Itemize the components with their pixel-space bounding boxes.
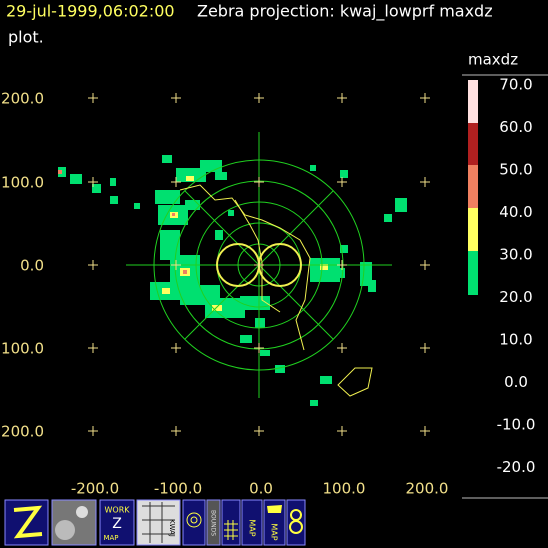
kwaj-icon[interactable]: KWAJ — [136, 499, 181, 546]
toolbar-label: KWAJ — [168, 519, 176, 537]
grid-icon[interactable] — [221, 499, 241, 546]
colorbar-tick-label: 0.0 — [504, 373, 528, 391]
y-axis-label: 200.0 — [1, 90, 44, 108]
work-map-icon[interactable]: WORK Z MAP — [99, 499, 135, 546]
colorbar-tick-label: 40.0 — [499, 203, 532, 221]
axis-labels: -200.0 -100.0 0.0 100.0 200.0 200.0 100.0 0.0 10… — [1, 90, 448, 498]
bounds-icon[interactable]: BOUNDS — [206, 499, 221, 546]
x-axis-label: 200.0 — [406, 480, 449, 498]
title-line2: plot. — [8, 28, 44, 47]
satellite-icon[interactable] — [51, 499, 97, 546]
grid-marks — [88, 93, 430, 436]
x-axis-label: -200.0 — [71, 480, 119, 498]
colorbar-tick-label: -20.0 — [497, 458, 536, 476]
toolbar-label: WORK — [104, 506, 130, 515]
colorbar-ticks: 70.0 60.0 50.0 40.0 30.0 20.0 10.0 0.0 -10.0 -20.… — [497, 76, 536, 477]
toolbar: WORK Z MAP KWAJ BOUNDS MAP MAP — [4, 499, 306, 546]
us-map-icon[interactable]: MAP — [263, 499, 286, 546]
time-label: 29-jul-1999,06:02:00 — [6, 2, 175, 21]
toolbar-label: BOUNDS — [210, 510, 217, 536]
colorbar-tick-label: 50.0 — [499, 161, 532, 179]
radar-icon[interactable] — [182, 499, 206, 546]
title: Zebra projection: kwaj_lowprf maxdz — [197, 2, 493, 22]
svg-text:Z: Z — [112, 516, 122, 532]
y-axis-label: 100.0 — [1, 340, 44, 358]
loop-icon[interactable] — [286, 499, 306, 546]
zebra-icon[interactable] — [4, 499, 49, 546]
toolbar-label: MAP — [248, 519, 257, 536]
colorbar-tick-label: 70.0 — [499, 76, 532, 94]
y-axis-label: 100.0 — [1, 174, 44, 192]
colorbar-tick-label: 10.0 — [499, 331, 532, 349]
colorbar-label: maxdz — [468, 51, 518, 69]
colorbar-tick-label: -10.0 — [497, 416, 536, 434]
colorbar — [468, 80, 478, 295]
x-axis-label: 100.0 — [323, 480, 366, 498]
map-overlay — [179, 184, 373, 397]
map-icon[interactable]: MAP — [241, 499, 263, 546]
x-axis-label: -100.0 — [154, 480, 202, 498]
colorbar-tick-label: 20.0 — [499, 288, 532, 306]
toolbar-label: MAP — [270, 523, 279, 540]
colorbar-tick-label: 60.0 — [499, 118, 532, 136]
x-axis-label: 0.0 — [249, 480, 273, 498]
y-axis-label: 200.0 — [1, 423, 44, 441]
toolbar-label: MAP — [103, 534, 118, 542]
colorbar-tick-label: 30.0 — [499, 246, 532, 264]
y-axis-label: 0.0 — [20, 257, 44, 275]
